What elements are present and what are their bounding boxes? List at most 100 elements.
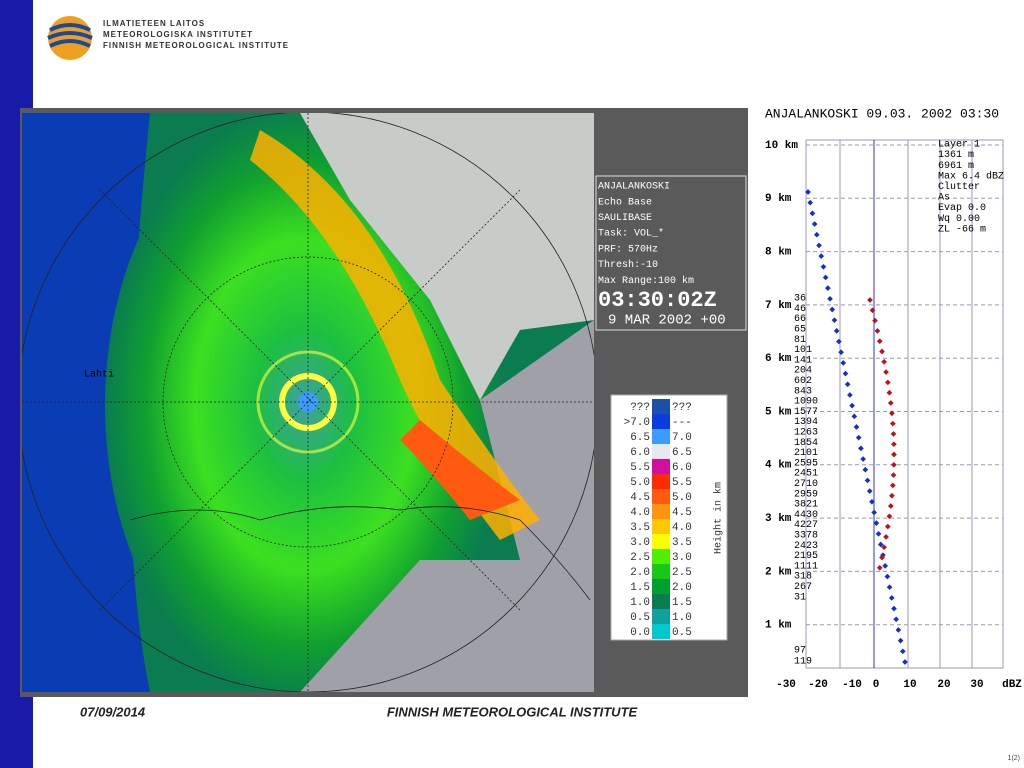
info-line: ANJALANKOSKI (598, 182, 670, 193)
legend-low: 2.0 (630, 567, 650, 579)
profile-info: 1361 m (938, 150, 974, 161)
blue-dot (844, 381, 851, 388)
y-label: 1 km (765, 620, 792, 632)
legend-high: 4.5 (672, 507, 692, 519)
legend-high: 3.5 (672, 537, 692, 549)
legend-swatch (652, 399, 670, 414)
red-dot (881, 544, 887, 551)
blue-dot (862, 466, 869, 473)
blue-dot (893, 616, 900, 623)
legend-high: 6.5 (672, 447, 692, 459)
legend-high: 1.0 (672, 612, 692, 624)
red-dot (887, 503, 894, 509)
info-lines: ANJALANKOSKI Echo Base SAULIBASE Task: VOL_… (598, 182, 694, 287)
legend-swatch (652, 534, 670, 549)
date: 9 MAR 2002 +00 (608, 313, 726, 329)
legend-swatch (652, 624, 670, 639)
blue-dot (849, 402, 855, 409)
side-number: 2595 (794, 458, 818, 469)
footer-date: 07/09/2014 (80, 704, 146, 719)
blue-dot (853, 424, 860, 430)
y-label: 3 km (765, 513, 792, 525)
legend-low: 5.0 (630, 477, 650, 489)
legend-swatch (652, 579, 670, 594)
blue-dot (813, 231, 820, 238)
radar-image (22, 113, 594, 692)
legend-high: 1.5 (672, 597, 692, 609)
side-number: 66 (794, 314, 806, 325)
legend-high: 5.0 (672, 492, 692, 504)
blue-dot (838, 349, 844, 356)
blue-dot (825, 285, 831, 291)
red-dot (876, 564, 883, 571)
red-dot (887, 400, 894, 406)
y-label: 6 km (765, 353, 792, 365)
legend-swatch (652, 414, 670, 429)
x-label: -20 (808, 679, 828, 691)
time: 03:30:02Z (598, 288, 717, 313)
red-dot (886, 513, 893, 520)
side-number: 81 (794, 335, 806, 346)
blue-dot (818, 253, 825, 259)
red-dot (872, 317, 878, 324)
side-number: 318 (794, 572, 812, 583)
blue-dot (851, 413, 858, 420)
profile-info: Wq 0.00 (938, 214, 980, 225)
blue-dot (822, 274, 829, 281)
side-number: 602 (794, 376, 812, 387)
side-number: 2423 (794, 541, 818, 552)
legend-high: 2.0 (672, 582, 692, 594)
blue-dot (858, 445, 864, 452)
red-dot (889, 420, 896, 427)
red-dot (890, 431, 897, 437)
side-number: 2959 (794, 489, 818, 500)
legend-low: 6.5 (630, 432, 650, 444)
legend-swatch (652, 609, 670, 624)
x-label: 0 (873, 679, 880, 691)
profile-info: As (938, 193, 950, 204)
legend-low: >7.0 (624, 417, 650, 429)
profile-info: 6961 m (938, 161, 974, 172)
blue-dot (820, 263, 827, 270)
side-number: 2710 (794, 479, 818, 490)
x-label: dBZ (1002, 679, 1022, 691)
red-dot (881, 358, 887, 365)
blue-dot (871, 509, 877, 516)
blue-dot (888, 595, 895, 601)
info-line: PRF: 570Hz (598, 244, 658, 255)
legend-swatch (652, 459, 670, 474)
blue-dot (882, 563, 888, 569)
x-label: 30 (970, 679, 983, 691)
red-dot (879, 348, 885, 355)
blue-dot (829, 306, 836, 313)
blue-dot (897, 637, 904, 644)
side-number: 31 (794, 592, 806, 603)
profile-title: ANJALANKOSKI 09.03. 2002 03:30 (765, 106, 999, 121)
blue-dot (811, 221, 818, 227)
side-number: 2195 (794, 551, 818, 562)
side-number: 3821 (794, 500, 818, 511)
legend-low: 1.0 (630, 597, 650, 609)
legend-swatch (652, 564, 670, 579)
y-label: 9 km (765, 193, 792, 205)
blue-dot (847, 392, 853, 398)
profile-info: Evap 0.0 (938, 203, 986, 214)
side-number: 267 (794, 582, 812, 593)
y-label: 10 km (765, 140, 798, 152)
blue-dot (842, 370, 849, 377)
blue-dot (860, 456, 866, 462)
side-number: 4227 (794, 520, 818, 531)
blue-dot (807, 199, 814, 206)
info-line: Thresh:-10 (598, 259, 658, 271)
x-label: 10 (903, 679, 916, 691)
legend-high: 4.0 (672, 522, 692, 534)
side-number: 101 (794, 345, 812, 356)
legend-swatch (652, 474, 670, 489)
blue-dot (833, 328, 840, 334)
blue-dot (902, 659, 908, 665)
red-dot (885, 379, 891, 386)
legend-low: 1.5 (630, 582, 650, 594)
blue-dot (899, 648, 906, 655)
